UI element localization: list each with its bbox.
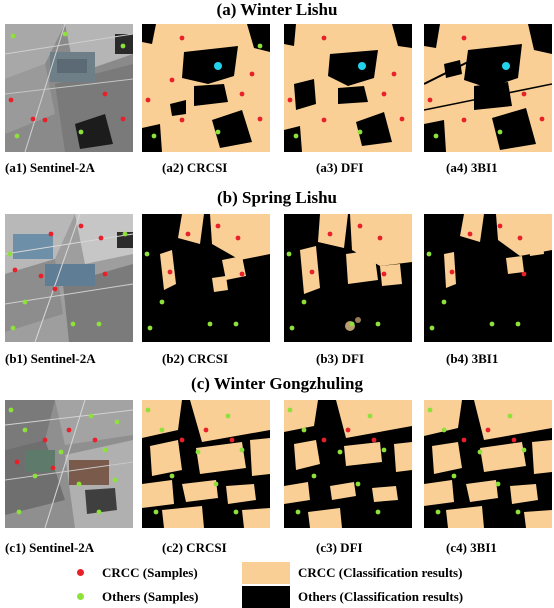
caption-a3: (a3) DFI [316, 160, 364, 175]
map-panel-a4-3bi1 [424, 24, 552, 152]
caption-b2: (b2) CRCSI [162, 351, 229, 366]
legend-crcc-samples: CRCC (Samples) [102, 565, 198, 580]
map-panel-c2-crcsi [142, 400, 270, 528]
map-panel-a3-dfi [284, 24, 412, 152]
caption-b1: (b1) Sentinel-2A [5, 351, 96, 366]
caption-c4: (c4) 3BI1 [446, 540, 497, 555]
caption-a2: (a2) CRCSI [162, 160, 228, 175]
legend-others-results: Others (Classification results) [298, 589, 464, 604]
caption-c3: (c3) DFI [316, 540, 363, 555]
legend-others-samples: Others (Samples) [102, 589, 199, 604]
map-panel-a2-crcsi [142, 24, 270, 152]
caption-c2: (c2) CRCSI [162, 540, 227, 555]
caption-b3: (b3) DFI [316, 351, 365, 366]
section-title-winter-lishu: (a) Winter Lishu [216, 0, 338, 19]
others-results-swatch [242, 586, 290, 608]
section-title-winter-gongzhuling: (c) Winter Gongzhuling [191, 374, 363, 393]
image-panel-c1-sentinel [5, 400, 133, 528]
crcc-sample-marker [77, 569, 84, 576]
map-panel-b4-3bi1 [424, 214, 552, 342]
legend-crcc-results: CRCC (Classification results) [298, 565, 463, 580]
crcc-results-swatch [242, 562, 290, 584]
caption-a4: (a4) 3BI1 [446, 160, 498, 175]
map-panel-c3-dfi [284, 400, 412, 528]
map-panel-b3-dfi [284, 214, 412, 342]
map-panel-c4-3bi1 [424, 400, 552, 528]
map-panel-b2-crcsi [142, 214, 270, 342]
caption-b4: (b4) 3BI1 [446, 351, 499, 366]
caption-c1: (c1) Sentinel-2A [5, 540, 95, 555]
section-title-spring-lishu: (b) Spring Lishu [217, 188, 337, 207]
others-sample-marker [77, 593, 84, 600]
caption-a1: (a1) Sentinel-2A [5, 160, 95, 175]
image-panel-a1-sentinel [5, 24, 133, 152]
image-panel-b1-sentinel [5, 214, 133, 342]
